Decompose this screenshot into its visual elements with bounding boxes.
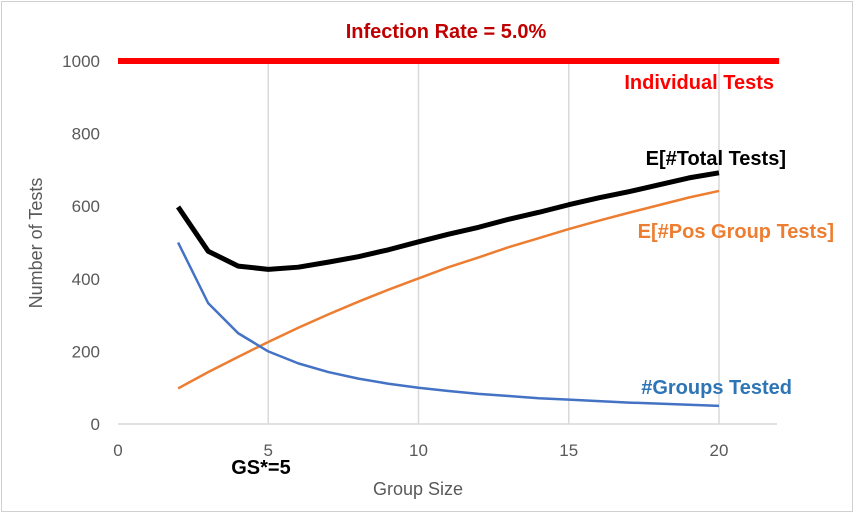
x-tick-label: 0 [113, 441, 122, 460]
chart-title: Infection Rate = 5.0% [346, 21, 547, 43]
gridlines [118, 61, 777, 425]
y-tick-label: 800 [72, 125, 100, 144]
x-tick-label: 5 [264, 441, 273, 460]
series-label-individual-tests: Individual Tests [624, 72, 774, 94]
y-tick-label: 0 [91, 415, 100, 434]
x-tick-label: 20 [710, 441, 729, 460]
series-label-pos-group-tests: E[#Pos Group Tests] [638, 221, 834, 243]
x-tick-label: 15 [559, 441, 578, 460]
total-tests-line [176, 170, 720, 272]
series-label-groups-tested: #Groups Tested [641, 377, 792, 399]
optimal-group-size-annotation: GS*=5 [231, 457, 290, 479]
groups-tested-line [176, 241, 720, 408]
y-axis-title: Number of Tests [26, 178, 46, 309]
y-tick-label: 200 [72, 342, 100, 361]
pos-group-tests-line [177, 189, 720, 390]
series-lines [118, 58, 780, 408]
series-label-total-tests: E[#Total Tests] [646, 148, 786, 170]
y-tick-label: 600 [72, 197, 100, 216]
y-tick-label: 1000 [62, 52, 100, 71]
x-axis-title: Group Size [373, 479, 463, 499]
y-tick-label: 400 [72, 270, 100, 289]
x-tick-label: 10 [409, 441, 428, 460]
